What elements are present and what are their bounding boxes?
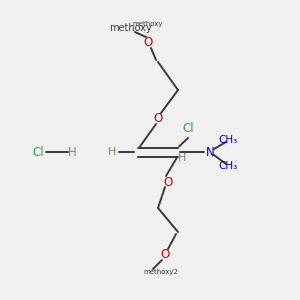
Text: Cl: Cl	[182, 122, 194, 134]
Text: CH₃: CH₃	[218, 135, 238, 145]
Text: methoxy2: methoxy2	[143, 269, 178, 275]
Text: O: O	[143, 35, 153, 49]
Text: O: O	[160, 248, 169, 262]
Text: H: H	[178, 153, 186, 163]
Text: H: H	[108, 147, 116, 157]
Text: methoxy: methoxy	[109, 23, 152, 33]
Text: N: N	[206, 146, 214, 158]
Text: methoxy: methoxy	[132, 21, 163, 27]
Text: H: H	[68, 146, 76, 158]
Text: Cl: Cl	[32, 146, 44, 158]
Text: CH₃: CH₃	[218, 161, 238, 171]
Text: O: O	[153, 112, 163, 124]
Text: O: O	[164, 176, 172, 188]
